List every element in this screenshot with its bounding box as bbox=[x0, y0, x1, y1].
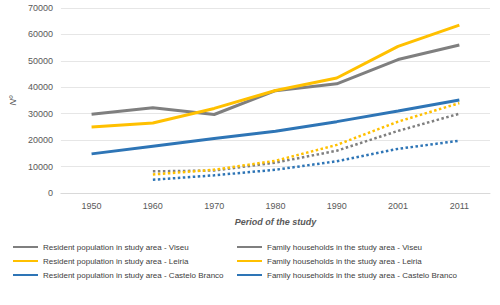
svg-text:2011: 2011 bbox=[450, 201, 469, 211]
svg-text:Resident population in study a: Resident population in study area - Cast… bbox=[43, 271, 224, 280]
svg-text:40000: 40000 bbox=[28, 82, 53, 92]
svg-text:Resident population in study a: Resident population in study area - Vise… bbox=[43, 243, 189, 252]
svg-text:Family households in the study: Family households in the study area - Ca… bbox=[267, 271, 457, 280]
svg-text:20000: 20000 bbox=[28, 135, 53, 145]
svg-text:Family households in the study: Family households in the study area - Le… bbox=[267, 257, 422, 266]
svg-text:Resident population in study a: Resident population in study area - Leir… bbox=[43, 257, 189, 266]
svg-text:1960: 1960 bbox=[143, 201, 163, 211]
svg-text:1980: 1980 bbox=[265, 201, 285, 211]
svg-text:2001: 2001 bbox=[388, 201, 408, 211]
svg-text:1950: 1950 bbox=[82, 201, 102, 211]
svg-text:1970: 1970 bbox=[204, 201, 224, 211]
svg-text:10000: 10000 bbox=[28, 162, 53, 172]
svg-text:1990: 1990 bbox=[327, 201, 347, 211]
svg-text:60000: 60000 bbox=[28, 29, 53, 39]
svg-text:70000: 70000 bbox=[28, 3, 53, 13]
svg-text:Nº: Nº bbox=[8, 95, 18, 105]
svg-text:Family households in the study: Family households in the study area - Vi… bbox=[267, 243, 422, 252]
svg-text:50000: 50000 bbox=[28, 56, 53, 66]
svg-text:0: 0 bbox=[48, 188, 53, 198]
svg-text:30000: 30000 bbox=[28, 109, 53, 119]
svg-text:Period of the study: Period of the study bbox=[235, 217, 318, 227]
